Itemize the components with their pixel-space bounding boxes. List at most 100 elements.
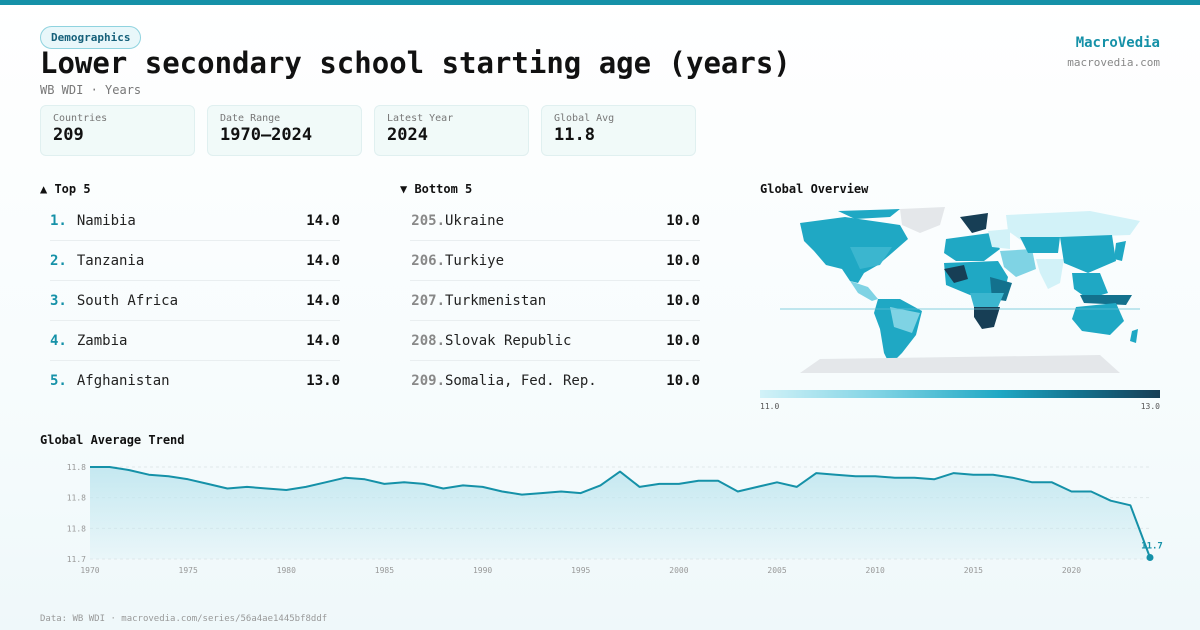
rank-number: 5. xyxy=(50,373,67,389)
list-item[interactable]: 1. Namibia 14.0 xyxy=(50,201,340,241)
rank-number: 2. xyxy=(50,252,67,269)
y-tick-label: 11.8 xyxy=(67,524,86,533)
legend-min-label: 11.0 xyxy=(760,402,780,411)
country-value: 10.0 xyxy=(666,332,700,349)
x-tick-label: 1995 xyxy=(571,566,590,575)
end-value-label: 11.7 xyxy=(1141,541,1163,551)
map-region-scandinavia xyxy=(960,213,988,233)
trend-heading: Global Average Trend xyxy=(40,433,185,447)
country-name: Turkiye xyxy=(445,252,505,269)
map-region-eastern-europe xyxy=(988,229,1010,249)
stat-value: 11.8 xyxy=(554,125,595,145)
country-value: 10.0 xyxy=(666,252,700,269)
country-name: Afghanistan xyxy=(76,373,170,389)
list-item[interactable]: 209. Somalia, Fed. Rep. 10.0 xyxy=(410,361,700,401)
stat-label: Global Avg xyxy=(554,113,615,124)
map-region-west-africa xyxy=(944,265,968,283)
top-accent-bar xyxy=(0,0,1200,5)
map-region-south-asia xyxy=(1036,259,1064,289)
map-legend-gradient xyxy=(760,390,1160,398)
stat-label: Latest Year xyxy=(387,113,454,124)
brand: MacroVedia macrovedia.com xyxy=(1067,35,1160,69)
x-tick-label: 2010 xyxy=(866,566,885,575)
map-region-arctic xyxy=(838,209,900,219)
world-map[interactable] xyxy=(760,203,1160,383)
rank-number: 205. xyxy=(411,212,445,229)
stats-row: Countries 209 Date Range 1970–2024 Lates… xyxy=(40,105,696,156)
list-item[interactable]: 208. Slovak Republic 10.0 xyxy=(410,321,700,361)
country-value: 10.0 xyxy=(666,212,700,229)
list-item[interactable]: 2. Tanzania 14.0 xyxy=(50,241,340,281)
map-region-antarctica xyxy=(800,355,1120,373)
brand-name[interactable]: MacroVedia xyxy=(1075,35,1160,51)
y-tick-label: 11.7 xyxy=(67,555,86,564)
map-region-central-africa xyxy=(970,293,1004,307)
map-region-brazil xyxy=(890,307,920,333)
x-tick-label: 1975 xyxy=(179,566,198,575)
x-tick-label: 2000 xyxy=(669,566,688,575)
country-name: Namibia xyxy=(76,212,136,229)
x-tick-label: 1980 xyxy=(277,566,296,575)
map-region-middle-east xyxy=(1000,249,1036,277)
bottom5-list: 205. Ukraine 10.0 206. Turkiye 10.0 207.… xyxy=(410,201,700,401)
map-region-southeast-asia xyxy=(1072,273,1108,299)
stat-label: Countries xyxy=(53,113,108,124)
country-value: 14.0 xyxy=(306,332,340,349)
map-region-russia xyxy=(1006,211,1140,241)
map-region-indonesia xyxy=(1080,295,1132,305)
rank-number: 3. xyxy=(50,292,67,309)
top5-heading: ▲ Top 5 xyxy=(40,182,91,196)
stat-card-countries: Countries 209 xyxy=(40,105,195,156)
stat-value: 209 xyxy=(53,125,84,145)
list-item[interactable]: 5. Afghanistan 13.0 xyxy=(50,361,340,401)
country-name: Zambia xyxy=(76,332,128,349)
stat-label: Date Range xyxy=(220,113,281,124)
country-name: Ukraine xyxy=(445,212,505,229)
list-item[interactable]: 4. Zambia 14.0 xyxy=(50,321,340,361)
list-item[interactable]: 205. Ukraine 10.0 xyxy=(410,201,700,241)
country-value: 14.0 xyxy=(306,212,340,229)
legend-max-label: 13.0 xyxy=(1140,402,1160,411)
x-tick-label: 1990 xyxy=(473,566,492,575)
map-region-usa-east xyxy=(850,247,892,269)
x-tick-label: 1970 xyxy=(80,566,99,575)
country-name: South Africa xyxy=(76,292,179,309)
country-value: 10.0 xyxy=(666,373,700,389)
list-item[interactable]: 3. South Africa 14.0 xyxy=(50,281,340,321)
map-region-central-america xyxy=(850,281,878,301)
map-region-southern-africa xyxy=(974,307,1000,329)
rank-number: 207. xyxy=(411,292,445,309)
country-name: Turkmenistan xyxy=(445,292,547,309)
country-name: Tanzania xyxy=(76,252,145,269)
rank-number: 209. xyxy=(411,373,445,389)
list-item[interactable]: 206. Turkiye 10.0 xyxy=(410,241,700,281)
x-tick-label: 2005 xyxy=(767,566,786,575)
map-region-east-asia xyxy=(1060,235,1116,273)
trend-chart[interactable]: 11.8 11.8 11.8 11.7 1970 1975 1980 1985 1990 1995… xyxy=(40,455,1165,580)
map-region-greenland xyxy=(900,207,945,233)
stat-value: 1970–2024 xyxy=(220,125,313,145)
x-tick-label: 1985 xyxy=(375,566,394,575)
rank-number: 4. xyxy=(50,332,67,349)
top5-list: 1. Namibia 14.0 2. Tanzania 14.0 3. Sout… xyxy=(50,201,340,401)
country-value: 14.0 xyxy=(306,292,340,309)
brand-url[interactable]: macrovedia.com xyxy=(1067,56,1160,69)
map-region-central-asia xyxy=(1020,237,1060,253)
y-tick-label: 11.8 xyxy=(67,494,86,503)
category-badge[interactable]: Demographics xyxy=(40,26,142,49)
list-item[interactable]: 207. Turkmenistan 10.0 xyxy=(410,281,700,321)
stat-card-latest-year: Latest Year 2024 xyxy=(374,105,529,156)
trend-point xyxy=(1146,553,1154,561)
x-tick-label: 2020 xyxy=(1062,566,1081,575)
map-region-europe xyxy=(944,233,1000,261)
country-value: 14.0 xyxy=(306,252,340,269)
x-tick-label: 2015 xyxy=(964,566,983,575)
country-value: 13.0 xyxy=(306,373,340,389)
trend-area xyxy=(90,467,1150,559)
stat-card-global-avg: Global Avg 11.8 xyxy=(541,105,696,156)
country-value: 10.0 xyxy=(666,292,700,309)
bottom5-heading: ▼ Bottom 5 xyxy=(400,182,473,196)
country-name: Somalia, Fed. Rep. xyxy=(445,373,597,389)
rank-number: 1. xyxy=(50,212,67,229)
page-subtitle: WB WDI · Years xyxy=(40,83,142,97)
